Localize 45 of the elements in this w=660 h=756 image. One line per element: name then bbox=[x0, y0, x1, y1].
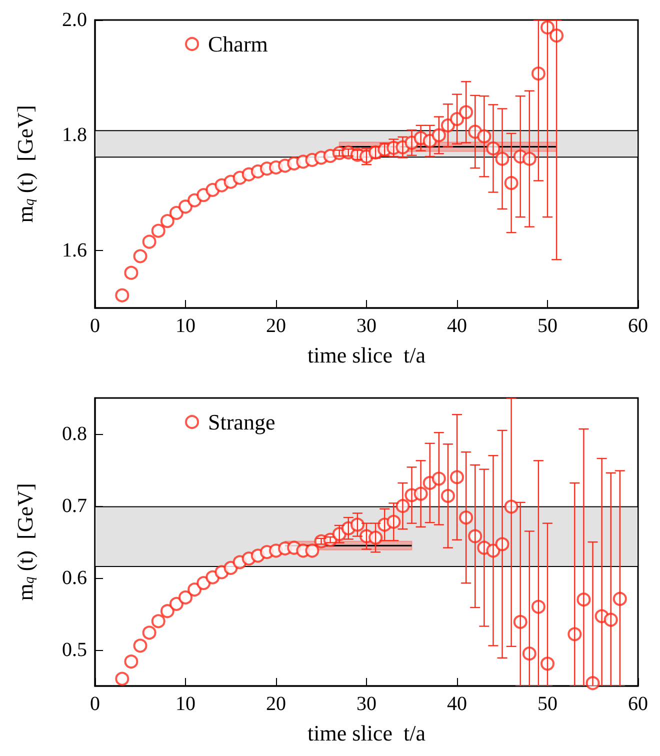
x-tick-label: 50 bbox=[538, 315, 558, 337]
point bbox=[151, 224, 166, 238]
legend-label: Charm bbox=[208, 32, 268, 56]
point bbox=[115, 672, 130, 686]
point bbox=[178, 200, 192, 214]
x-tick-label: 20 bbox=[266, 315, 286, 337]
point bbox=[188, 582, 202, 597]
y-axis-title: mq (t) [GeV] bbox=[12, 105, 38, 223]
point bbox=[142, 626, 156, 640]
y-tick-label: 0.5 bbox=[62, 639, 87, 661]
legend-label: Strange bbox=[208, 410, 276, 434]
point bbox=[133, 249, 148, 264]
x-axis-title: time slice t/a bbox=[308, 720, 426, 746]
x-tick-label: 10 bbox=[176, 693, 196, 715]
point bbox=[178, 590, 192, 604]
y-tick-label: 0.6 bbox=[62, 567, 87, 589]
point bbox=[169, 596, 184, 611]
point bbox=[133, 638, 148, 653]
point bbox=[142, 234, 156, 249]
x-tick-label: 40 bbox=[447, 693, 467, 715]
y-axis-title: mq (t) [GeV] bbox=[12, 483, 38, 601]
y-tick-label: 1.8 bbox=[62, 124, 87, 146]
x-tick-label: 60 bbox=[628, 693, 648, 715]
point bbox=[124, 654, 138, 669]
point bbox=[160, 214, 174, 228]
y-tick-label: 0.8 bbox=[62, 423, 87, 445]
x-tick-label: 50 bbox=[538, 693, 558, 715]
point bbox=[124, 266, 138, 280]
y-tick-label: 2.0 bbox=[62, 9, 87, 31]
x-tick-label: 40 bbox=[447, 315, 467, 337]
point bbox=[169, 206, 184, 220]
x-tick-label: 30 bbox=[356, 693, 376, 715]
y-tick-label: 1.6 bbox=[62, 239, 87, 262]
x-axis-title: time slice t/a bbox=[308, 342, 426, 368]
y-tick-label: 0.7 bbox=[62, 495, 87, 517]
point bbox=[115, 288, 130, 302]
x-tick-label: 0 bbox=[90, 315, 100, 337]
point bbox=[160, 604, 174, 618]
x-tick-label: 60 bbox=[628, 315, 648, 337]
x-tick-label: 30 bbox=[356, 315, 376, 337]
x-tick-label: 10 bbox=[176, 315, 196, 337]
x-tick-label: 20 bbox=[266, 693, 286, 715]
point bbox=[151, 614, 166, 628]
x-tick-label: 0 bbox=[90, 693, 100, 715]
point bbox=[305, 544, 320, 558]
